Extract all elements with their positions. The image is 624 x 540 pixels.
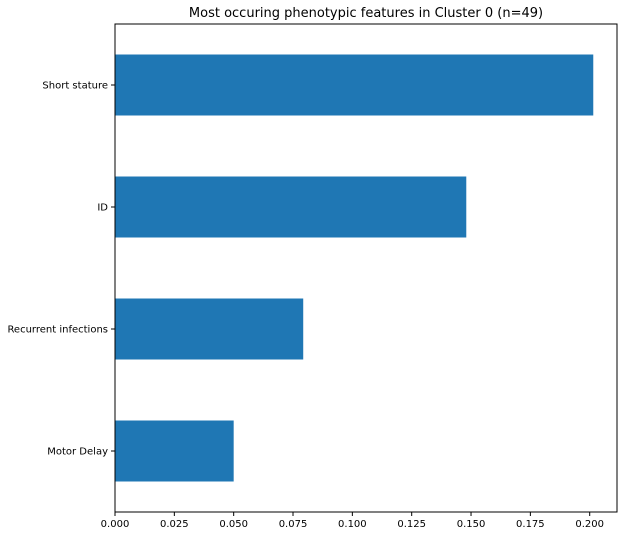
x-tick-label: 0.025 (160, 519, 189, 530)
axes-frame (114, 23, 618, 513)
bars-group (115, 54, 594, 482)
chart-title: Most occuring phenotypic features in Clu… (189, 6, 543, 21)
plot-frame (114, 23, 618, 513)
x-axis-ticks: 0.000 0.025 0.050 0.075 0.100 0.125 0.150 0.175… (101, 512, 604, 530)
bar-short-stature (115, 54, 594, 116)
y-tick-label: Recurrent infections (7, 325, 108, 336)
y-tick-label: Short stature (42, 81, 108, 92)
x-tick-label: 0.050 (219, 519, 248, 530)
y-tick-label: ID (97, 203, 108, 214)
x-tick-label: 0.075 (279, 519, 308, 530)
x-tick-label: 0.100 (338, 519, 367, 530)
x-tick-label: 0.175 (516, 519, 545, 530)
x-tick-label: 0.200 (575, 519, 604, 530)
x-tick-label: 0.000 (101, 519, 130, 530)
bar-id (115, 176, 467, 238)
bar-recurrent-infections (115, 298, 304, 360)
y-axis-ticks: Short stature ID Recurrent infections Motor… (7, 81, 115, 458)
x-tick-label: 0.125 (397, 519, 426, 530)
y-tick-label: Motor Delay (47, 447, 108, 458)
x-tick-label: 0.150 (457, 519, 486, 530)
bar-motor-delay (115, 420, 234, 482)
